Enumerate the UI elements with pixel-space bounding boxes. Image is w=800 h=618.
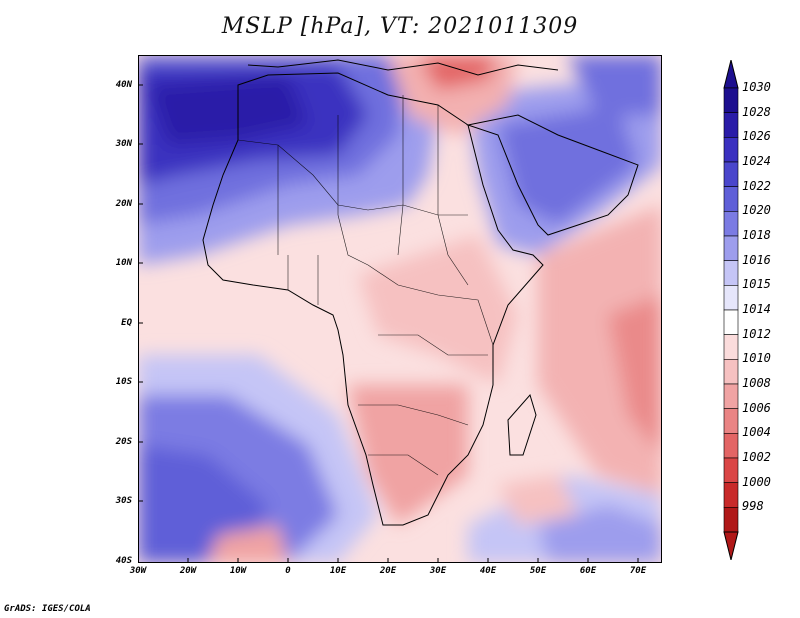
map-frame [138, 55, 662, 563]
lon-label-10e: 10E [329, 566, 347, 576]
colorbar-label: 1000 [742, 474, 771, 489]
lon-label-50e: 50E [529, 566, 547, 576]
colorbar-label: 1006 [742, 400, 771, 415]
colorbar-swatch [723, 457, 739, 483]
tick-marks [138, 84, 639, 563]
colorbar-swatch [723, 408, 739, 434]
lat-label-40n: 40N [115, 80, 132, 90]
colorbar-swatch [723, 235, 739, 261]
lon-label-40e: 40E [479, 566, 497, 576]
colorbar-swatch [723, 383, 739, 409]
borders [237, 95, 494, 476]
colorbar-arrow-top [723, 59, 739, 89]
colorbar-swatch [723, 211, 739, 237]
colorbar-label: 1024 [742, 154, 771, 168]
colorbar-graphic [723, 59, 739, 561]
colorbar-arrow-bottom [723, 531, 739, 561]
colorbar-swatch [723, 334, 739, 360]
lat-label-10s: 10S [115, 377, 132, 387]
colorbar [722, 59, 782, 561]
colorbar-label: 1015 [742, 277, 771, 292]
lon-label-70e: 70E [629, 566, 647, 576]
lon-label-20e: 20E [379, 566, 397, 576]
lat-label-30n: 30N [115, 139, 132, 149]
lat-label-20n: 20N [115, 199, 132, 209]
colorbar-swatch [723, 507, 739, 533]
colorbar-label: 1014 [742, 302, 771, 316]
lon-label-0: 0 [285, 566, 291, 576]
colorbar-label: 1022 [742, 178, 771, 193]
grads-credit: GrADS: IGES/COLA [4, 604, 91, 614]
map-canvas [138, 55, 662, 563]
coastlines [202, 59, 639, 526]
mslp-map [138, 55, 662, 563]
colorbar-label: 1012 [742, 326, 771, 341]
colorbar-label: 1016 [742, 252, 771, 267]
colorbar-label: 1026 [742, 129, 771, 144]
colorbar-label: 998 [742, 499, 764, 514]
lat-label-20s: 20S [115, 437, 132, 447]
colorbar-label: 1020 [742, 203, 771, 218]
colorbar-swatch [723, 285, 739, 311]
colorbar-swatch [723, 309, 739, 335]
lon-label-60e: 60E [579, 566, 597, 576]
colorbar-label: 1002 [742, 450, 771, 464]
lat-label-40s: 40S [115, 556, 132, 566]
colorbar-swatch [723, 433, 739, 459]
colorbar-swatch [723, 161, 739, 187]
colorbar-label: 1030 [742, 80, 771, 94]
colorbar-swatch [723, 137, 739, 163]
colorbar-swatch [723, 260, 739, 286]
colorbar-swatch [723, 359, 739, 385]
chart-title: MSLP [hPa], VT: 2021011309 [221, 14, 579, 39]
colorbar-swatch [723, 87, 739, 113]
lon-label-30w: 30W [129, 566, 147, 576]
colorbar-swatch [723, 482, 739, 508]
colorbar-label: 1028 [742, 104, 771, 119]
colorbar-label: 1010 [742, 351, 771, 366]
lat-label-30s: 30S [115, 496, 132, 506]
lon-label-10w: 10W [229, 566, 247, 576]
colorbar-label: 1004 [742, 425, 771, 440]
colorbar-label: 1018 [742, 228, 771, 242]
pressure-field [138, 55, 662, 563]
lon-label-20w: 20W [179, 566, 197, 576]
lon-label-30e: 30E [429, 566, 447, 576]
lat-label-eq: EQ [121, 318, 132, 328]
colorbar-label: 1008 [742, 376, 771, 390]
lat-label-10n: 10N [115, 258, 132, 268]
colorbar-swatch [723, 112, 739, 138]
colorbar-swatch [723, 186, 739, 212]
